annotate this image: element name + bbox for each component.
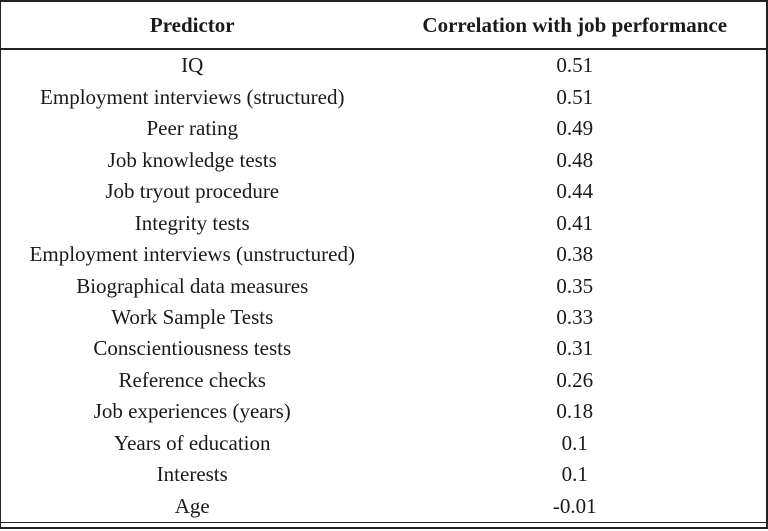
correlation-cell: 0.48 — [556, 147, 594, 172]
predictor-cell: Job tryout procedure — [105, 179, 280, 204]
correlation-cell: 0.49 — [556, 116, 594, 141]
predictor-cell: Biographical data measures — [76, 273, 309, 298]
table-row: Conscientiousness tests 0.31 — [1, 333, 766, 364]
table-row: Peer rating 0.49 — [1, 113, 766, 144]
predictor-cell: Job knowledge tests — [107, 147, 277, 172]
predictor-cell: Age — [174, 493, 210, 518]
predictor-cell: Interests — [156, 462, 228, 487]
table-row: Interests 0.1 — [1, 459, 766, 490]
correlation-cell: 0.1 — [561, 462, 588, 487]
table-row: Employment interviews (unstructured) 0.3… — [1, 239, 766, 270]
table-row: Years of education 0.1 — [1, 428, 766, 459]
predictor-cell: Work Sample Tests — [111, 304, 274, 329]
table-row: Job experiences (years) 0.18 — [1, 396, 766, 427]
correlation-cell: 0.31 — [556, 336, 594, 361]
predictor-cell: Peer rating — [146, 116, 239, 141]
correlation-cell: 0.35 — [556, 273, 594, 298]
correlation-cell: 0.51 — [556, 53, 594, 78]
table-row: Integrity tests 0.41 — [1, 207, 766, 238]
table-row: IQ 0.51 — [1, 50, 766, 81]
predictor-cell: Employment interviews (structured) — [40, 84, 345, 109]
predictor-cell: Job experiences (years) — [93, 399, 291, 424]
correlation-cell: 0.1 — [561, 430, 588, 455]
correlation-cell: 0.51 — [556, 84, 594, 109]
correlation-cell: 0.44 — [556, 179, 594, 204]
column-header-correlation: Correlation with job performance — [422, 12, 728, 37]
correlation-cell: 0.33 — [556, 304, 594, 329]
table-body: IQ 0.51 Employment interviews (structure… — [1, 50, 766, 523]
predictor-cell: Reference checks — [118, 367, 266, 392]
predictor-cell: IQ — [181, 53, 204, 78]
correlation-cell: 0.41 — [556, 210, 594, 235]
correlation-cell: -0.01 — [552, 493, 597, 518]
predictor-cell: Years of education — [114, 430, 271, 455]
predictor-cell: Employment interviews (unstructured) — [29, 242, 355, 267]
predictor-cell: Integrity tests — [134, 210, 250, 235]
column-header-predictor: Predictor — [149, 12, 235, 37]
correlation-cell: 0.18 — [556, 399, 594, 424]
correlation-cell: 0.26 — [556, 367, 594, 392]
table-row: Biographical data measures 0.35 — [1, 270, 766, 301]
table-header-row: Predictor Correlation with job performan… — [1, 2, 766, 50]
predictor-cell: Conscientiousness tests — [93, 336, 292, 361]
table-row: Age -0.01 — [1, 491, 766, 522]
table-row: Job tryout procedure 0.44 — [1, 176, 766, 207]
table-row: Reference checks 0.26 — [1, 365, 766, 396]
table-row: Employment interviews (structured) 0.51 — [1, 81, 766, 112]
correlation-cell: 0.38 — [556, 242, 594, 267]
table-row: Work Sample Tests 0.33 — [1, 302, 766, 333]
table-row: Job knowledge tests 0.48 — [1, 144, 766, 175]
